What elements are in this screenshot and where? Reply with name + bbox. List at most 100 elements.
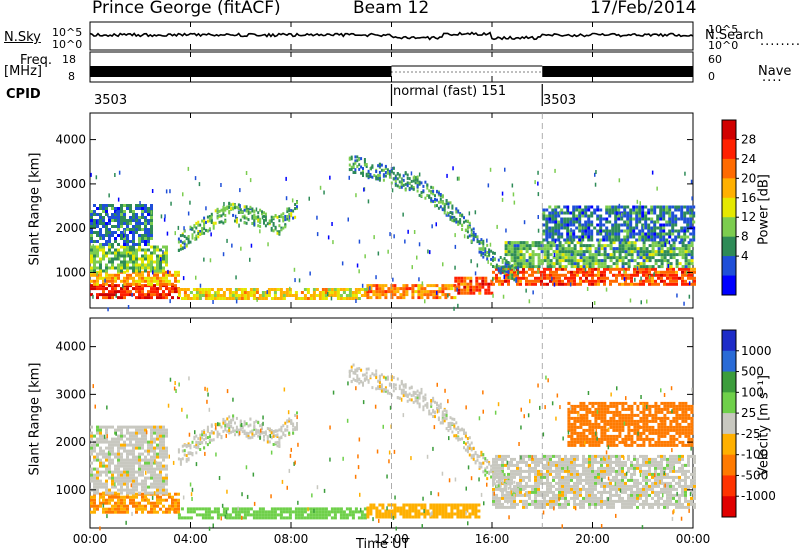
- heatmap-cell: [117, 507, 120, 511]
- heatmap-cell: [114, 495, 117, 499]
- heatmap-cell: [537, 244, 541, 248]
- heatmap-cell: [566, 205, 570, 209]
- heatmap-cell: [573, 463, 576, 467]
- heatmap-cell: [126, 228, 129, 231]
- heatmap-cell: [674, 220, 678, 224]
- heatmap-cell: [107, 307, 109, 312]
- heatmap-cell: [579, 499, 582, 503]
- heatmap-cell: [639, 481, 642, 485]
- heatmap-cell: [456, 512, 460, 516]
- heatmap-cell: [416, 185, 419, 189]
- heatmap-cell: [681, 276, 684, 280]
- heatmap-cell: [486, 254, 489, 258]
- heatmap-cell: [303, 288, 307, 291]
- heatmap-cell: [96, 293, 99, 297]
- heatmap-cell: [638, 211, 642, 215]
- heatmap-cell: [585, 478, 588, 482]
- heatmap-cell: [96, 455, 99, 459]
- heatmap-cell: [375, 290, 379, 294]
- heatmap-cell: [662, 205, 666, 209]
- heatmap-cell: [141, 287, 144, 291]
- heatmap-cell: [630, 259, 634, 263]
- heatmap-cell: [447, 205, 450, 209]
- heatmap-cell: [621, 502, 624, 506]
- heatmap-cell: [111, 216, 114, 219]
- heatmap-cell: [480, 250, 483, 254]
- heatmap-cell: [270, 226, 273, 230]
- heatmap-cell: [404, 171, 407, 175]
- heatmap-cell: [469, 279, 473, 283]
- heatmap-cell: [596, 214, 600, 218]
- heatmap-cell: [378, 512, 382, 516]
- heatmap-cell: [564, 253, 568, 257]
- heatmap-cell: [513, 457, 516, 461]
- heatmap-cell: [366, 506, 370, 510]
- heatmap-cell: [470, 239, 473, 243]
- heatmap-cell: [627, 259, 631, 263]
- heatmap-cell: [564, 454, 567, 458]
- heatmap-cell: [582, 259, 586, 263]
- heatmap-cell: [672, 250, 676, 254]
- heatmap-cell: [639, 493, 642, 497]
- heatmap-cell: [126, 234, 129, 237]
- heatmap-cell: [608, 229, 612, 233]
- heatmap-cell: [96, 467, 99, 471]
- heatmap-cell: [117, 269, 120, 273]
- heatmap-cell: [512, 192, 515, 197]
- heatmap-cell: [92, 243, 94, 248]
- heatmap-cell: [150, 434, 153, 438]
- heatmap-cell: [441, 200, 444, 204]
- heatmap-cell: [96, 225, 99, 228]
- heatmap-cell: [108, 507, 111, 511]
- heatmap-cell: [255, 513, 259, 517]
- heatmap-cell: [683, 238, 687, 242]
- heatmap-cell: [156, 266, 159, 270]
- heatmap-cell: [144, 504, 147, 508]
- heatmap-cell: [546, 478, 549, 482]
- heatmap-cell: [246, 507, 250, 511]
- heatmap-cell: [363, 513, 367, 517]
- heatmap-cell: [558, 481, 561, 485]
- heatmap-cell: [651, 463, 654, 467]
- heatmap-cell: [487, 259, 489, 264]
- heatmap-cell: [261, 516, 265, 520]
- heatmap-cell: [187, 166, 190, 171]
- heatmap-cell: [638, 208, 642, 212]
- heatmap-cell: [585, 475, 588, 479]
- heatmap-cell: [117, 216, 120, 219]
- heatmap-cell: [447, 213, 450, 217]
- heatmap-cell: [648, 460, 651, 464]
- heatmap-cell: [457, 303, 459, 308]
- heatmap-cell: [585, 481, 588, 485]
- heatmap-cell: [522, 247, 526, 251]
- heatmap-cell: [582, 487, 585, 491]
- heatmap-cell: [156, 254, 159, 258]
- heatmap-cell: [120, 461, 123, 465]
- heatmap-cell: [684, 253, 688, 257]
- heatmap-cell: [132, 231, 135, 234]
- heatmap-cell: [120, 452, 123, 456]
- heatmap-cell: [672, 454, 675, 458]
- heatmap-cell: [638, 205, 642, 209]
- heatmap-cell: [471, 503, 475, 507]
- heatmap-cell: [563, 211, 567, 215]
- heatmap-cell: [239, 188, 241, 193]
- heatmap-cell: [630, 247, 634, 251]
- heatmap-cell: [147, 293, 150, 297]
- heatmap-cell: [587, 226, 591, 230]
- heatmap-cell: [654, 279, 657, 283]
- heatmap-cell: [546, 273, 549, 277]
- heatmap-cell: [135, 207, 138, 210]
- heatmap-cell: [111, 449, 114, 453]
- heatmap-cell: [210, 218, 213, 222]
- heatmap-cell: [111, 507, 114, 511]
- heatmap-cell: [126, 431, 129, 435]
- heatmap-cell: [144, 254, 147, 258]
- heatmap-cell: [117, 428, 120, 432]
- heatmap-cell: [303, 516, 307, 520]
- heatmap-cell: [274, 214, 277, 217]
- heatmap-cell: [318, 291, 322, 294]
- heatmap-cell: [645, 490, 648, 494]
- heatmap-cell: [315, 294, 319, 297]
- heatmap-cell: [668, 223, 672, 227]
